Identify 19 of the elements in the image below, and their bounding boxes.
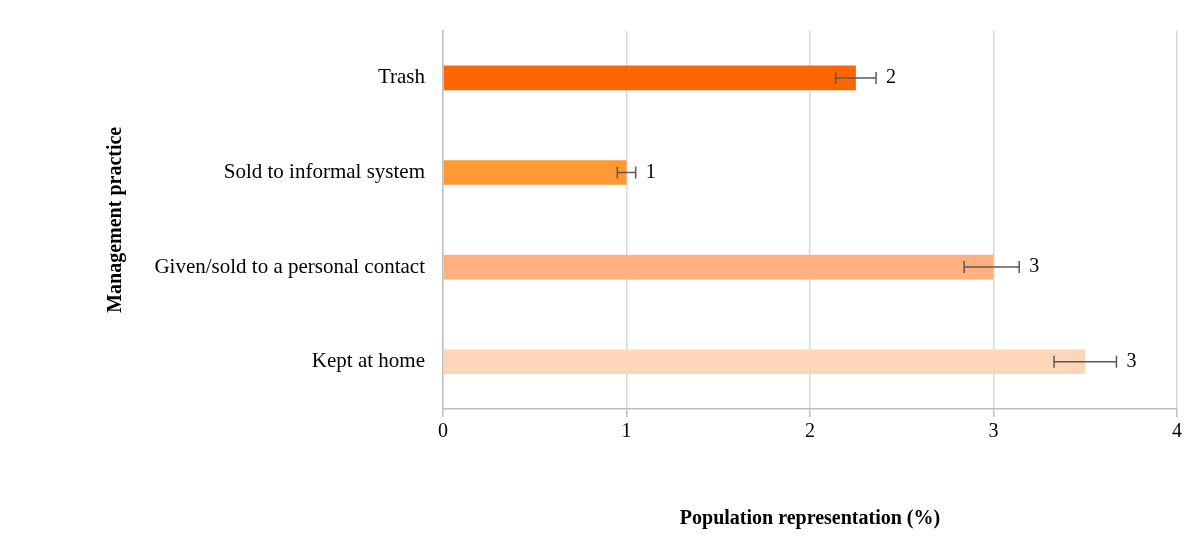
data-label: 2 [886, 65, 897, 88]
data-label: 3 [1126, 348, 1137, 371]
y-tick-label: Sold to informal system [223, 159, 425, 184]
x-tick-label: 2 [805, 419, 815, 442]
x-tick-label: 3 [988, 419, 999, 442]
y-tick-label: Given/sold to a personal contact [154, 253, 426, 278]
x-tick-label: 0 [438, 419, 448, 442]
bar [443, 65, 856, 91]
bar [443, 349, 1086, 374]
x-tick-label: 1 [621, 419, 632, 442]
y-tick-label: Trash [377, 64, 426, 89]
x-tick-label: 4 [1172, 419, 1182, 442]
x-axis-title: Population representation (%) [679, 506, 941, 530]
y-tick-label: Kept at home [311, 348, 425, 373]
bar [443, 160, 627, 185]
y-axis-title: Management practice [103, 126, 127, 313]
bar [443, 254, 994, 280]
data-label: 3 [1029, 254, 1040, 277]
data-label: 1 [645, 159, 656, 182]
